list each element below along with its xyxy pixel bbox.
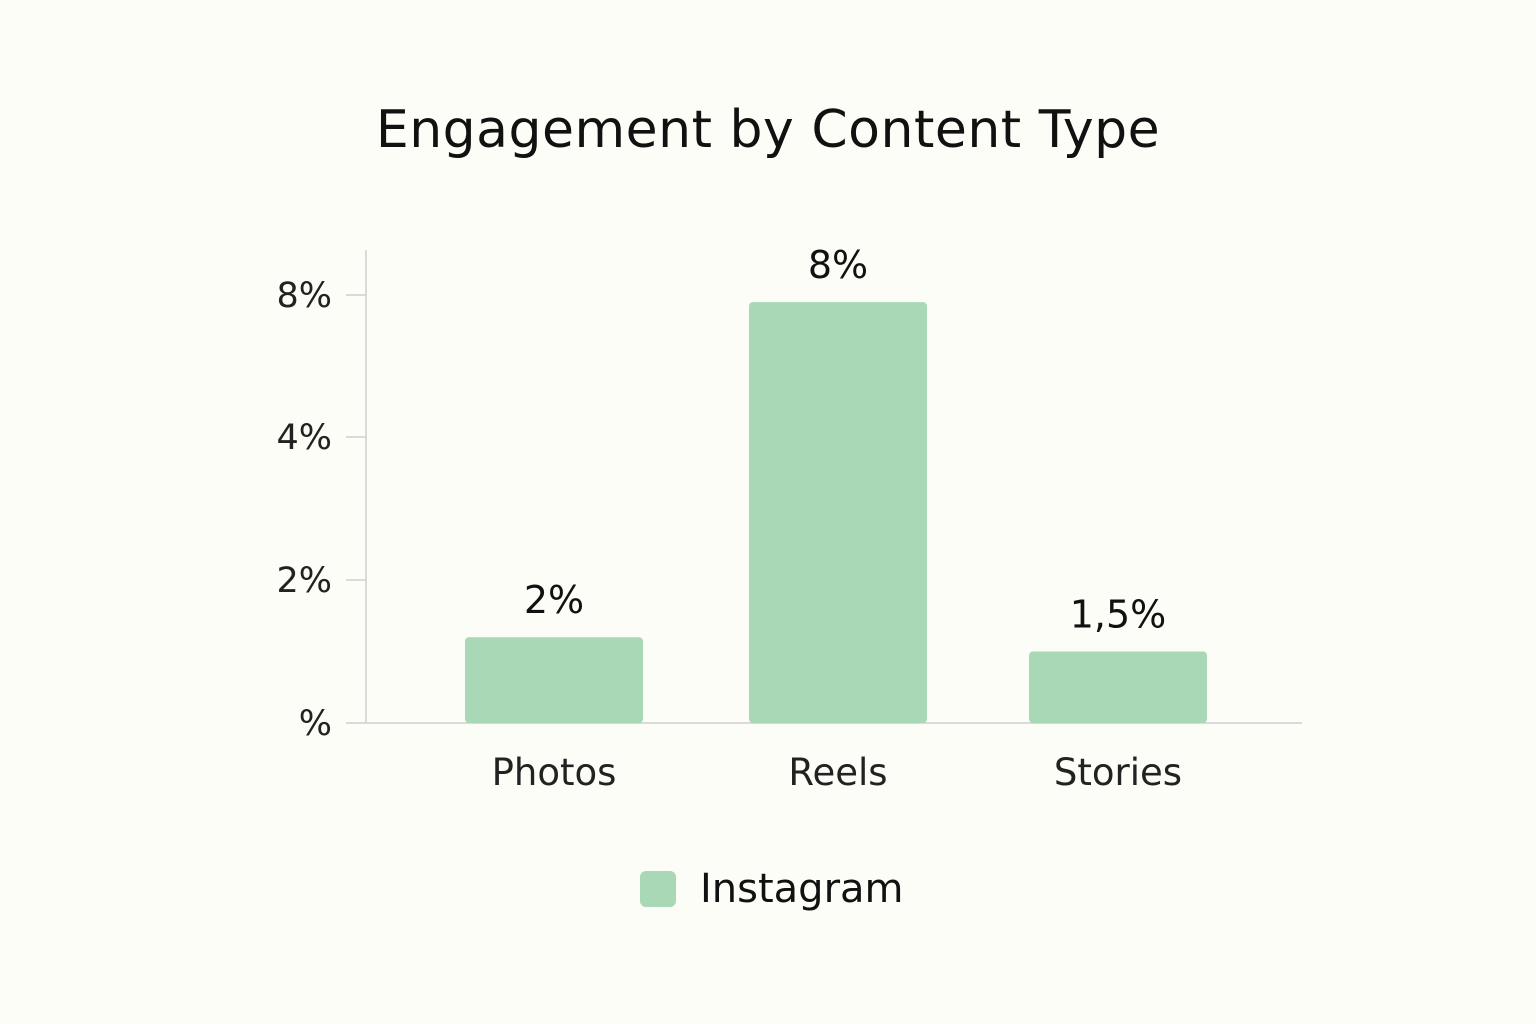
bars: 2% Photos 8% Reels 1,5% Stories bbox=[465, 243, 1207, 794]
y-tick-label: 2% bbox=[276, 561, 332, 601]
bar-stories bbox=[1029, 651, 1207, 723]
legend-swatch bbox=[640, 871, 676, 907]
chart-title: Engagement by Content Type bbox=[375, 100, 1161, 160]
data-label-stories: 1,5% bbox=[1070, 593, 1167, 637]
legend-label-instagram: Instagram bbox=[700, 866, 904, 912]
y-tick-label: 4% bbox=[276, 418, 332, 458]
data-label-reels: 8% bbox=[808, 243, 868, 287]
y-axis-ticks: % 2% 4% 8% bbox=[276, 276, 366, 744]
x-tick-label-stories: Stories bbox=[1054, 751, 1182, 794]
y-tick-label: % bbox=[299, 704, 332, 744]
x-tick-label-photos: Photos bbox=[492, 751, 617, 794]
x-tick-label-reels: Reels bbox=[788, 751, 887, 794]
bar-photos bbox=[465, 637, 643, 723]
data-label-photos: 2% bbox=[524, 578, 584, 622]
bar-reels bbox=[749, 302, 927, 723]
y-tick-label: 8% bbox=[276, 276, 332, 316]
legend: Instagram bbox=[640, 866, 904, 912]
